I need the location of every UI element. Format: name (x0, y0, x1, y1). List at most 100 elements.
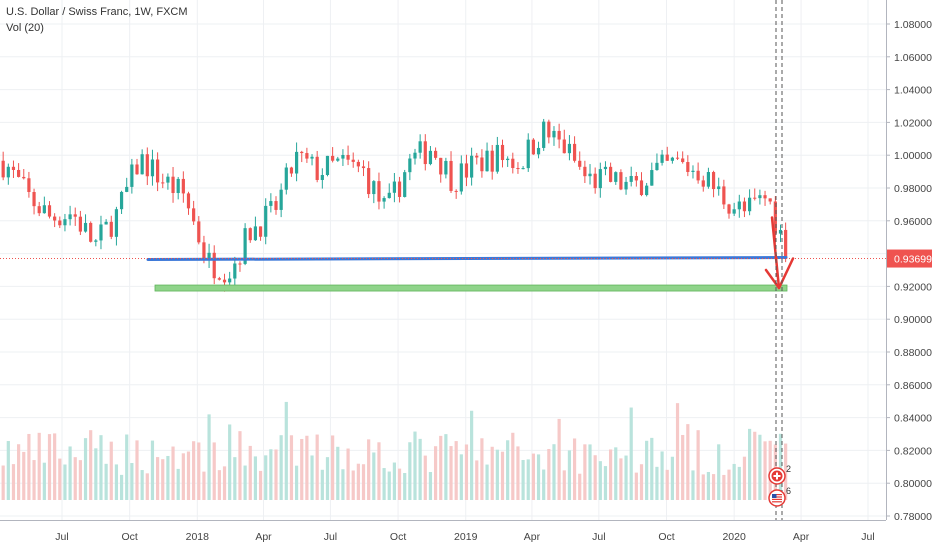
volume-bar (377, 442, 381, 500)
candle-body (150, 159, 155, 177)
candle-body (593, 173, 597, 189)
volume-bar (233, 457, 237, 500)
candle (130, 158, 134, 194)
candle (459, 155, 463, 195)
price-tick-label: 0.98000 (894, 183, 932, 195)
volume-bar (392, 462, 397, 500)
volume-bar (289, 435, 294, 500)
volume-bar (99, 435, 103, 500)
candle-body (186, 193, 191, 209)
price-axis[interactable]: 1.08000 1.06000 1.04000 1.02000 1.00000 0.980… (886, 0, 932, 550)
price-tick-label: 0.78000 (894, 511, 932, 523)
volume-bar (727, 469, 731, 500)
candle-body (717, 186, 721, 190)
volume-bar (439, 435, 443, 500)
time-tick-label: Oct (390, 531, 406, 543)
candle-body (737, 201, 741, 210)
candle-body (11, 166, 16, 170)
candle (145, 147, 149, 186)
candle (104, 219, 108, 225)
price-tick-label: 1.02000 (894, 117, 932, 129)
candle-body (500, 144, 505, 161)
volume-bar (598, 461, 602, 500)
volume-bar (470, 410, 474, 500)
candle (119, 190, 124, 214)
candle (32, 188, 36, 215)
candle (186, 191, 191, 215)
candle-body (784, 229, 788, 259)
volume-bar (418, 438, 422, 500)
candle (454, 189, 458, 199)
time-tick-label: Jul (324, 531, 337, 543)
candle-body (444, 160, 448, 175)
volume-bar (526, 459, 530, 500)
volume-bar (737, 466, 741, 500)
volume-bar (284, 401, 288, 500)
candle (63, 213, 67, 232)
candle (351, 152, 355, 168)
candle (166, 173, 170, 190)
candle-body (89, 222, 93, 242)
candle-body (634, 175, 638, 181)
time-axis[interactable]: Jul Oct 2018 Apr Jul Oct 2019 Apr Jul Oct 2020 Apr J… (0, 520, 886, 544)
volume-bar (758, 434, 762, 500)
candle-body (166, 176, 170, 183)
candle (634, 172, 638, 187)
event-marker[interactable]: 2 (768, 464, 791, 485)
candle-body (598, 169, 602, 189)
volume-bar (696, 430, 700, 500)
candle-body (645, 185, 649, 196)
volume-bar (593, 455, 597, 500)
volume-bar (609, 449, 613, 500)
candle (480, 149, 484, 178)
candle (768, 198, 772, 205)
volume-bar (336, 446, 340, 500)
candle (583, 160, 587, 184)
candle-body (238, 263, 242, 265)
volume-bar (660, 451, 664, 500)
candle-body (609, 166, 613, 182)
volume-bar (119, 474, 124, 500)
volume-bar (17, 444, 21, 500)
last-price-badge (887, 249, 932, 268)
candle (233, 256, 237, 287)
candle-body (763, 195, 767, 199)
event-marker[interactable]: 6 (768, 486, 791, 507)
candle-body (511, 158, 515, 169)
volume-bar (341, 469, 345, 500)
volume-bar (212, 442, 216, 500)
candle (475, 152, 479, 165)
candle (403, 169, 407, 198)
candle (428, 146, 433, 166)
volume-bar (171, 446, 175, 500)
candle-body (506, 158, 510, 161)
volume-bar (78, 460, 82, 500)
candle (171, 166, 175, 203)
candle (572, 136, 577, 163)
volume-bar (320, 469, 324, 500)
candle-body (125, 186, 129, 192)
candle (99, 215, 103, 250)
candle (346, 145, 350, 166)
flag-stripe (772, 501, 782, 503)
volume-bar (356, 463, 360, 500)
last-price-label: 0.93699 (894, 254, 932, 266)
volume-bar (367, 439, 371, 500)
candle (253, 216, 258, 241)
candle-body (706, 172, 711, 187)
candle (207, 243, 211, 268)
candle-body (284, 167, 288, 190)
volume-bar (145, 473, 149, 500)
volume-bar (578, 473, 582, 500)
candle (408, 153, 412, 181)
candle (758, 189, 762, 205)
candle-body (665, 154, 669, 161)
candle (336, 156, 340, 162)
time-tick-label: Jul (55, 531, 68, 543)
candle (645, 182, 649, 197)
volume-bar (681, 434, 685, 500)
candle (315, 150, 319, 183)
flag-stripe (772, 498, 782, 500)
